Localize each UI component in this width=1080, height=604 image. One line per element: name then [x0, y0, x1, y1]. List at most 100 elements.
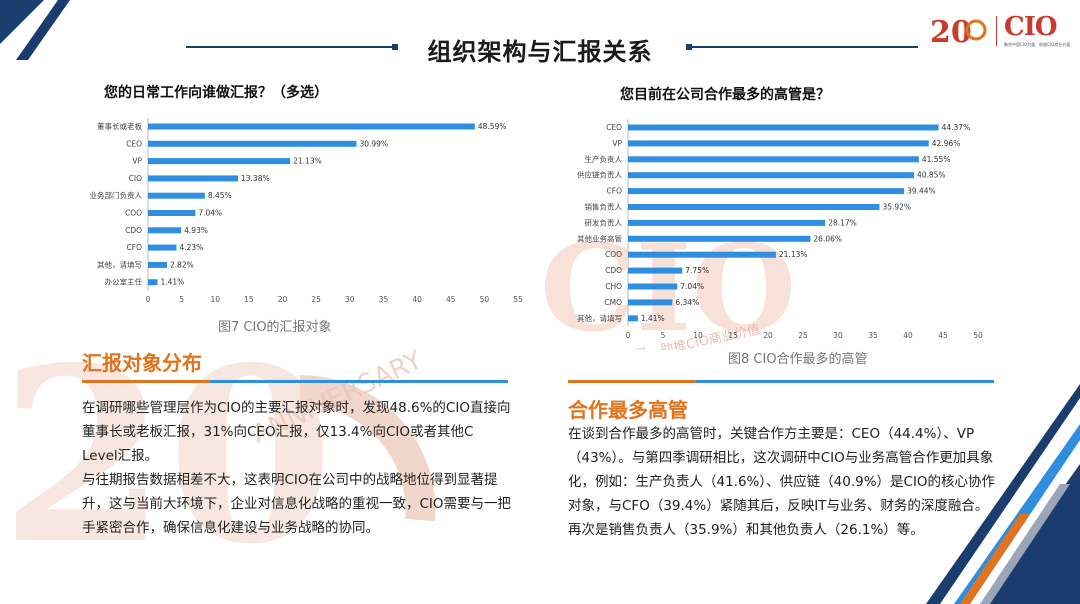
corner-stripes-bottom-right	[926, 384, 1080, 604]
right-section-body: 在谈到合作最多的高管时，关键合作方主要是：CEO（44.4%）、VP（43%）。…	[568, 422, 998, 542]
right-chart-category-label: CHO	[605, 282, 622, 291]
left-chart-x-tick-label: 0	[146, 295, 151, 304]
left-chart-x-tick-label: 15	[244, 295, 254, 304]
corner-stripes-top-left	[0, 0, 70, 60]
left-chart-bar	[148, 210, 196, 216]
left-section-body: 在调研哪些管理层作为CIO的主要汇报对象时，发现48.6%的CIO直接向董事长或…	[82, 396, 512, 540]
right-chart-x-tick-label: 15	[728, 331, 738, 340]
left-chart-bar	[148, 158, 291, 165]
left-chart-category-label: 办公室主任	[105, 277, 143, 287]
left-chart-bar	[148, 227, 182, 234]
right-chart-bar	[628, 204, 880, 210]
right-chart-bar	[628, 124, 939, 131]
right-chart-bar	[628, 267, 683, 274]
left-chart-bar	[148, 192, 205, 199]
left-chart-value-label: 4.93%	[184, 226, 208, 235]
report-target-chart: 董事长或老板 48.59% CEO 30.99% VP 21.13% CIO 13.38% 业务…	[90, 117, 523, 304]
left-chart-category-label: CEO	[126, 139, 142, 148]
collaboration-executive-chart: CEO 44.37% VP 42.96% 生产负责人 41.55% 供应链负责人 40.85%…	[577, 119, 983, 340]
right-chart-value-label: 1.41%	[641, 314, 665, 323]
right-chart-value-label: 39.44%	[907, 187, 936, 196]
right-chart-category-label: 其他业务高管	[577, 233, 622, 243]
left-chart-bar	[148, 261, 167, 268]
cio-logo: CIO	[1004, 12, 1058, 42]
left-section-title: 汇报对象分布	[82, 351, 202, 375]
right-chart-category-label: COO	[605, 250, 622, 259]
right-chart-bar	[628, 251, 776, 258]
right-chart-x-tick-label: 20	[763, 331, 773, 340]
right-chart-x-tick-label: 40	[903, 331, 913, 340]
right-chart-category-label: CDO	[605, 266, 622, 275]
right-chart-question: 您目前在公司合作最多的高管是？	[620, 87, 830, 103]
left-chart-x-tick-label: 5	[179, 295, 184, 304]
left-chart-category-label: VP	[132, 157, 142, 166]
left-chart-bar	[148, 279, 158, 286]
right-chart-bar	[628, 299, 673, 306]
right-chart-category-label: 其他，请填写	[577, 313, 622, 323]
left-chart-x-tick-label: 25	[311, 295, 321, 304]
right-chart-x-tick-label: 5	[661, 331, 666, 340]
right-chart-bar	[628, 188, 905, 195]
right-section-title: 合作最多高管	[568, 398, 688, 422]
right-chart-value-label: 26.06%	[813, 234, 842, 243]
right-section-rule	[568, 380, 994, 383]
right-chart-category-label: 研发负责人	[585, 217, 623, 227]
left-chart-x-tick-label: 45	[446, 295, 456, 304]
right-chart-value-label: 21.13%	[779, 250, 808, 259]
right-chart-bar	[628, 315, 638, 322]
left-chart-bar	[148, 123, 475, 130]
left-chart-bar	[148, 140, 357, 147]
20th-anniversary-logo: 20	[930, 15, 987, 48]
left-chart-value-label: 48.59%	[478, 122, 507, 131]
right-chart-value-label: 41.55%	[922, 155, 951, 164]
right-chart-category-label: 生产负责人	[585, 154, 623, 164]
right-chart-value-label: 7.04%	[680, 282, 704, 291]
left-chart-x-tick-label: 50	[480, 295, 490, 304]
page-title: 组织架构与汇报关系	[427, 38, 653, 66]
left-chart-value-label: 4.23%	[179, 243, 203, 252]
svg-text:20: 20	[930, 15, 972, 48]
left-chart-x-tick-label: 55	[513, 295, 523, 304]
cio-logo-tagline: 聚合中国CIO力量 助推CIO商业价值	[1004, 42, 1071, 47]
right-chart-category-label: 销售负责人	[585, 202, 623, 212]
right-chart-category-label: CFO	[607, 187, 623, 196]
right-chart-value-label: 6.34%	[675, 298, 699, 307]
left-chart-value-label: 30.99%	[359, 139, 388, 148]
right-chart-x-tick-label: 25	[798, 331, 808, 340]
left-chart-category-label: CDO	[125, 226, 142, 235]
left-chart-caption: 图7 CIO的汇报对象	[218, 320, 332, 335]
left-section-paragraph-2: 与往期报告数据相差不大，这表明CIO在公司中的战略地位得到显著提升，这与当前大环…	[82, 472, 512, 536]
left-chart-x-tick-label: 30	[345, 295, 355, 304]
left-chart-x-tick-label: 10	[210, 295, 220, 304]
left-chart-bar	[148, 175, 239, 182]
left-chart-value-label: 21.13%	[293, 157, 322, 166]
left-chart-value-label: 8.45%	[208, 191, 232, 200]
title-rule-left	[186, 44, 398, 50]
left-chart-category-label: CFO	[127, 243, 143, 252]
left-section-rule	[82, 380, 508, 383]
right-chart-value-label: 7.75%	[685, 266, 709, 275]
left-chart-question: 您的日常工作向谁做汇报？（多选）	[104, 85, 328, 101]
right-chart-category-label: CMO	[604, 298, 622, 307]
right-chart-bar	[628, 140, 929, 147]
left-section-paragraph-1: 在调研哪些管理层作为CIO的主要汇报对象时，发现48.6%的CIO直接向董事长或…	[82, 400, 511, 464]
right-chart-x-tick-label: 10	[693, 331, 703, 340]
right-chart-value-label: 28.17%	[828, 218, 857, 227]
right-chart-category-label: CEO	[606, 123, 622, 132]
right-chart-x-tick-label: 35	[868, 331, 878, 340]
left-chart-category-label: 其他，请填写	[97, 259, 142, 269]
right-chart-bar	[628, 172, 914, 179]
title-rule-right	[686, 44, 918, 50]
right-chart-x-tick-label: 0	[626, 331, 631, 340]
right-chart-caption: 图8 CIO合作最多的高管	[728, 352, 868, 367]
left-chart-x-tick-label: 35	[379, 295, 389, 304]
right-chart-value-label: 40.85%	[917, 171, 946, 180]
right-chart-bar	[628, 235, 811, 242]
left-chart-value-label: 13.38%	[241, 174, 270, 183]
logo-separator	[996, 16, 997, 46]
right-chart-value-label: 44.37%	[942, 123, 971, 132]
left-chart-x-tick-label: 40	[412, 295, 422, 304]
left-chart-category-label: CIO	[129, 174, 142, 183]
right-chart-x-tick-label: 45	[938, 331, 948, 340]
